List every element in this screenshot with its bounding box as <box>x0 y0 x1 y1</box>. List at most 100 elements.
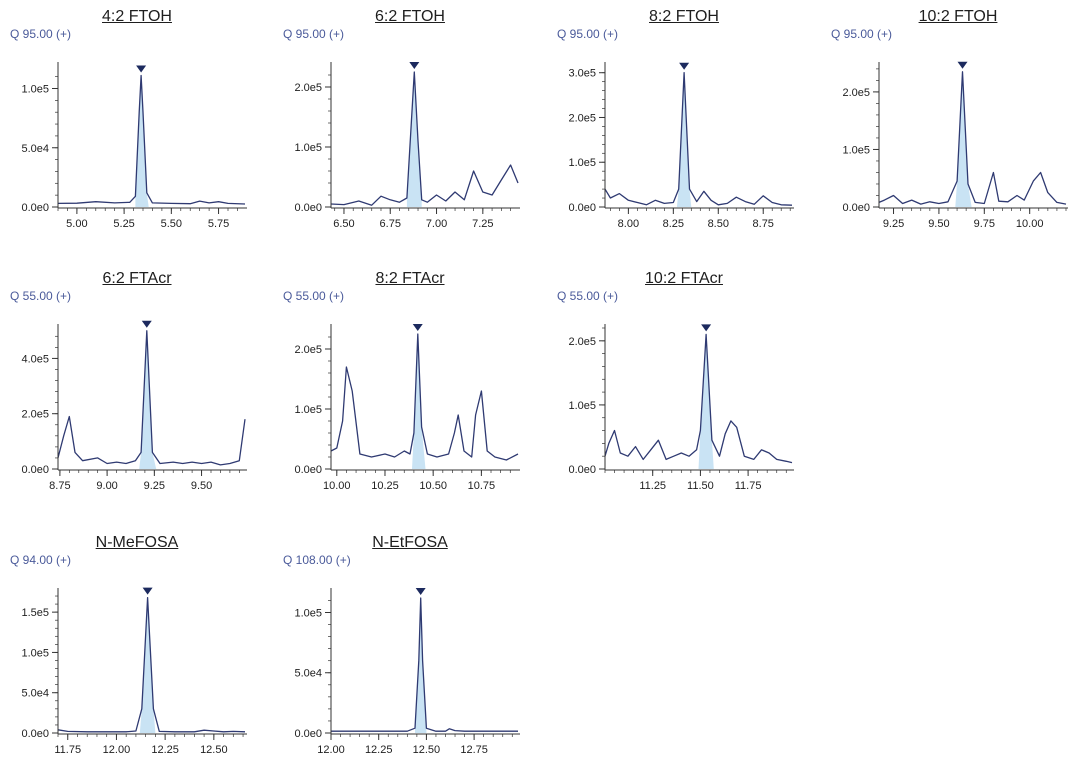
series-line <box>331 597 518 732</box>
ion-annotation: Q 55.00 (+) <box>557 289 619 303</box>
x-tick-label: 7.25 <box>472 218 493 230</box>
x-tick-label: 12.00 <box>103 744 131 756</box>
x-tick-label: 5.25 <box>113 218 134 230</box>
x-tick-label: 12.00 <box>317 744 345 756</box>
x-tick-label: 11.75 <box>54 744 81 756</box>
y-tick-label: 0.0e0 <box>294 728 322 740</box>
ion-annotation: Q 95.00 (+) <box>831 27 893 41</box>
x-tick-label: 8.50 <box>708 218 729 230</box>
x-tick-label: 9.25 <box>883 218 904 230</box>
chart-title: 8:2 FTAcr <box>375 270 445 287</box>
y-tick-label: 0.0e0 <box>21 728 49 740</box>
y-tick-label: 2.0e5 <box>21 409 49 421</box>
x-tick-label: 12.50 <box>413 744 441 756</box>
y-tick-label: 2.0e5 <box>568 336 596 348</box>
x-tick-label: 11.75 <box>735 480 762 492</box>
x-tick-label: 10.00 <box>1016 218 1044 230</box>
x-tick-label: 11.25 <box>639 480 666 492</box>
y-tick-label: 5.0e4 <box>294 668 322 680</box>
x-tick-label: 6.50 <box>333 218 354 230</box>
chromatogram-panel: N-MeFOSA Q 94.00 (+) 0.0e0 5.0e4 1.0e5 1.5e… <box>3 526 271 776</box>
peak-marker-icon <box>142 587 153 595</box>
y-tick-label: 1.0e5 <box>21 647 49 659</box>
ion-annotation: Q 95.00 (+) <box>10 27 72 41</box>
y-tick-label: 1.0e5 <box>294 404 322 416</box>
peak-marker-icon <box>136 65 147 73</box>
x-tick-label: 11.50 <box>687 480 714 492</box>
peak-marker-icon <box>701 324 712 332</box>
x-tick-label: 9.25 <box>144 480 165 492</box>
y-tick-label: 0.0e0 <box>568 202 596 214</box>
y-tick-label: 2.0e5 <box>294 344 322 356</box>
chart-svg: 0.0e0 5.0e4 1.0e5 5.00 5.25 5.50 5.75 <box>21 62 247 230</box>
chart-svg: 0.0e0 1.0e5 2.0e5 10.00 10.25 10.50 10.75 <box>294 324 520 492</box>
peak-area <box>698 334 714 469</box>
ion-annotation: Q 94.00 (+) <box>10 553 72 567</box>
peak-area <box>139 330 157 469</box>
ion-annotation: Q 55.00 (+) <box>283 289 345 303</box>
peak-area <box>955 71 972 207</box>
x-tick-label: 10.00 <box>323 480 351 492</box>
x-tick-label: 12.50 <box>200 744 228 756</box>
chromatogram-panel: 10:2 FTOH Q 95.00 (+) 0.0e0 1.0e5 2.0e5 9.2… <box>824 0 1080 250</box>
chart-svg: 0.0e0 5.0e4 1.0e5 12.00 12.25 12.50 12.75 <box>294 588 520 756</box>
x-tick-label: 8.25 <box>663 218 684 230</box>
ion-annotation: Q 95.00 (+) <box>557 27 619 41</box>
chart-title: 10:2 FTAcr <box>645 270 723 287</box>
x-tick-label: 10.75 <box>468 480 496 492</box>
peak-marker-icon <box>957 61 968 69</box>
chart-title: 6:2 FTOH <box>375 8 445 25</box>
x-tick-label: 9.50 <box>928 218 949 230</box>
x-tick-label: 10.25 <box>371 480 399 492</box>
y-tick-label: 2.0e5 <box>568 112 596 124</box>
chart-title: 4:2 FTOH <box>102 8 172 25</box>
x-tick-label: 5.00 <box>66 218 87 230</box>
x-tick-label: 8.75 <box>753 218 774 230</box>
chromatogram-panel: 8:2 FTOH Q 95.00 (+) 0.0e0 1.0e5 2.0e5 3.0e… <box>550 0 818 250</box>
chromatogram-panel: 10:2 FTAcr Q 55.00 (+) 0.0e0 1.0e5 2.0e5 11… <box>550 262 818 512</box>
chart-svg: 0.0e0 1.0e5 2.0e5 3.0e5 8.00 8.25 8.50 8.75 <box>568 62 794 230</box>
x-tick-label: 10.50 <box>419 480 447 492</box>
y-tick-label: 1.0e5 <box>568 157 596 169</box>
ion-annotation: Q 55.00 (+) <box>10 289 72 303</box>
chart-title: 8:2 FTOH <box>649 8 719 25</box>
series-line <box>878 71 1067 205</box>
x-tick-label: 12.25 <box>151 744 179 756</box>
x-tick-label: 12.75 <box>460 744 488 756</box>
x-tick-label: 8.00 <box>618 218 639 230</box>
chart-title: 6:2 FTAcr <box>102 270 172 287</box>
peak-marker-icon <box>415 588 426 596</box>
x-tick-label: 5.50 <box>161 218 182 230</box>
peak-marker-icon <box>409 62 420 69</box>
x-tick-label: 7.00 <box>426 218 447 230</box>
chart-title: 10:2 FTOH <box>918 8 998 25</box>
chart-svg: 0.0e0 1.0e5 2.0e5 6.50 6.75 7.00 7.25 <box>294 62 520 230</box>
ion-annotation: Q 108.00 (+) <box>283 553 351 567</box>
series-line <box>604 72 793 206</box>
y-tick-label: 2.0e5 <box>294 82 322 94</box>
y-tick-label: 0.0e0 <box>568 464 596 476</box>
series-line <box>330 333 519 461</box>
y-tick-label: 1.5e5 <box>21 607 49 619</box>
y-tick-label: 1.0e5 <box>842 144 870 156</box>
chart-title: N-EtFOSA <box>372 534 448 551</box>
y-tick-label: 5.0e4 <box>21 143 49 155</box>
series-line <box>604 333 793 464</box>
y-tick-label: 4.0e5 <box>21 353 49 365</box>
x-tick-label: 9.50 <box>191 480 212 492</box>
chromatogram-panel: 8:2 FTAcr Q 55.00 (+) 0.0e0 1.0e5 2.0e5 10.… <box>276 262 544 512</box>
chromatogram-panel: 6:2 FTAcr Q 55.00 (+) 0.0e0 2.0e5 4.0e5 8.7… <box>3 262 271 512</box>
y-tick-label: 0.0e0 <box>21 464 49 476</box>
y-tick-label: 3.0e5 <box>568 68 596 80</box>
chart-svg: 0.0e0 5.0e4 1.0e5 1.5e5 11.75 12.00 12.25 12.50 <box>21 587 247 756</box>
peak-area <box>406 72 422 207</box>
peak-marker-icon <box>412 324 423 331</box>
y-tick-label: 2.0e5 <box>842 87 870 99</box>
x-tick-label: 9.75 <box>974 218 995 230</box>
x-tick-label: 12.25 <box>365 744 393 756</box>
x-tick-label: 5.75 <box>208 218 229 230</box>
chromatogram-panel: N-EtFOSA Q 108.00 (+) 0.0e0 5.0e4 1.0e5 12.… <box>276 526 544 776</box>
x-tick-label: 8.75 <box>49 480 70 492</box>
peak-marker-icon <box>679 62 690 70</box>
y-tick-label: 0.0e0 <box>21 202 49 214</box>
